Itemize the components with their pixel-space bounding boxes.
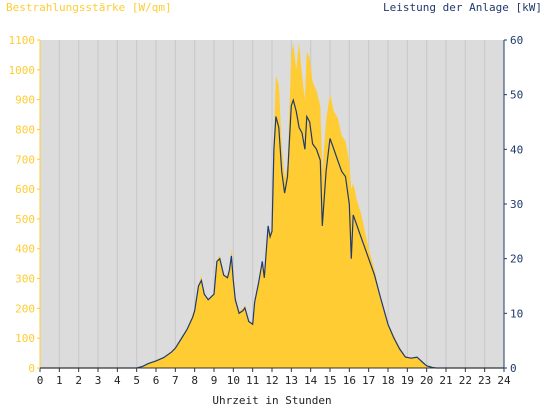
left-tick-label: 700 [15, 153, 35, 166]
x-tick-label: 22 [459, 374, 472, 387]
x-tick-label: 8 [191, 374, 198, 387]
x-tick-label: 5 [133, 374, 140, 387]
left-tick-label: 900 [15, 94, 35, 107]
x-tick-label: 20 [420, 374, 433, 387]
right-tick-label: 0 [510, 362, 517, 375]
left-axis-title: Bestrahlungsstärke [W/qm] [6, 1, 172, 14]
x-tick-label: 1 [56, 374, 63, 387]
left-tick-label: 1000 [9, 64, 36, 77]
left-tick-label: 600 [15, 183, 35, 196]
x-tick-label: 7 [172, 374, 179, 387]
right-tick-label: 40 [510, 143, 523, 156]
x-tick-label: 14 [304, 374, 318, 387]
x-tick-label: 3 [95, 374, 102, 387]
x-tick-label: 16 [343, 374, 356, 387]
x-tick-label: 9 [211, 374, 218, 387]
x-tick-label: 10 [227, 374, 240, 387]
power-line-path [40, 98, 504, 369]
right-tick-label: 50 [510, 89, 523, 102]
right-axis-title: Leistung der Anlage [kW] [383, 1, 542, 14]
x-tick-label: 17 [362, 374, 375, 387]
left-tick-label: 0 [28, 362, 35, 375]
right-tick-label: 60 [510, 34, 523, 47]
x-axis-ticks: 0 1 2 3 4 5 6 7 8 9 10 11 12 13 14 15 16 17 18 19 20 21 22 23 24 [37, 368, 511, 387]
left-tick-label: 800 [15, 123, 35, 136]
x-tick-label: 0 [37, 374, 44, 387]
x-tick-label: 21 [439, 374, 452, 387]
x-tick-label: 11 [246, 374, 259, 387]
power-line [40, 98, 504, 369]
x-tick-label: 24 [497, 374, 511, 387]
irradiance-area [40, 43, 504, 368]
right-tick-label: 20 [510, 253, 523, 266]
x-tick-label: 6 [153, 374, 160, 387]
right-axis-ticks: 0 10 20 30 40 50 60 [504, 34, 523, 375]
x-tick-label: 2 [75, 374, 82, 387]
left-axis-ticks: 0 100 200 300 400 500 600 700 800 900 1000 1100 [9, 34, 40, 375]
left-tick-label: 1100 [9, 34, 36, 47]
x-tick-label: 12 [265, 374, 278, 387]
left-tick-label: 500 [15, 213, 35, 226]
x-tick-label: 19 [401, 374, 414, 387]
left-tick-label: 400 [15, 243, 35, 256]
x-axis-title: Uhrzeit in Stunden [212, 394, 332, 407]
x-tick-label: 15 [323, 374, 336, 387]
right-tick-label: 10 [510, 307, 523, 320]
x-tick-label: 23 [478, 374, 491, 387]
right-tick-label: 30 [510, 198, 523, 211]
left-tick-label: 100 [15, 332, 35, 345]
x-tick-label: 18 [381, 374, 394, 387]
left-tick-label: 300 [15, 273, 35, 286]
left-tick-label: 200 [15, 302, 35, 315]
irradiance-area-path [40, 43, 504, 368]
x-tick-label: 4 [114, 374, 121, 387]
x-tick-label: 13 [285, 374, 298, 387]
